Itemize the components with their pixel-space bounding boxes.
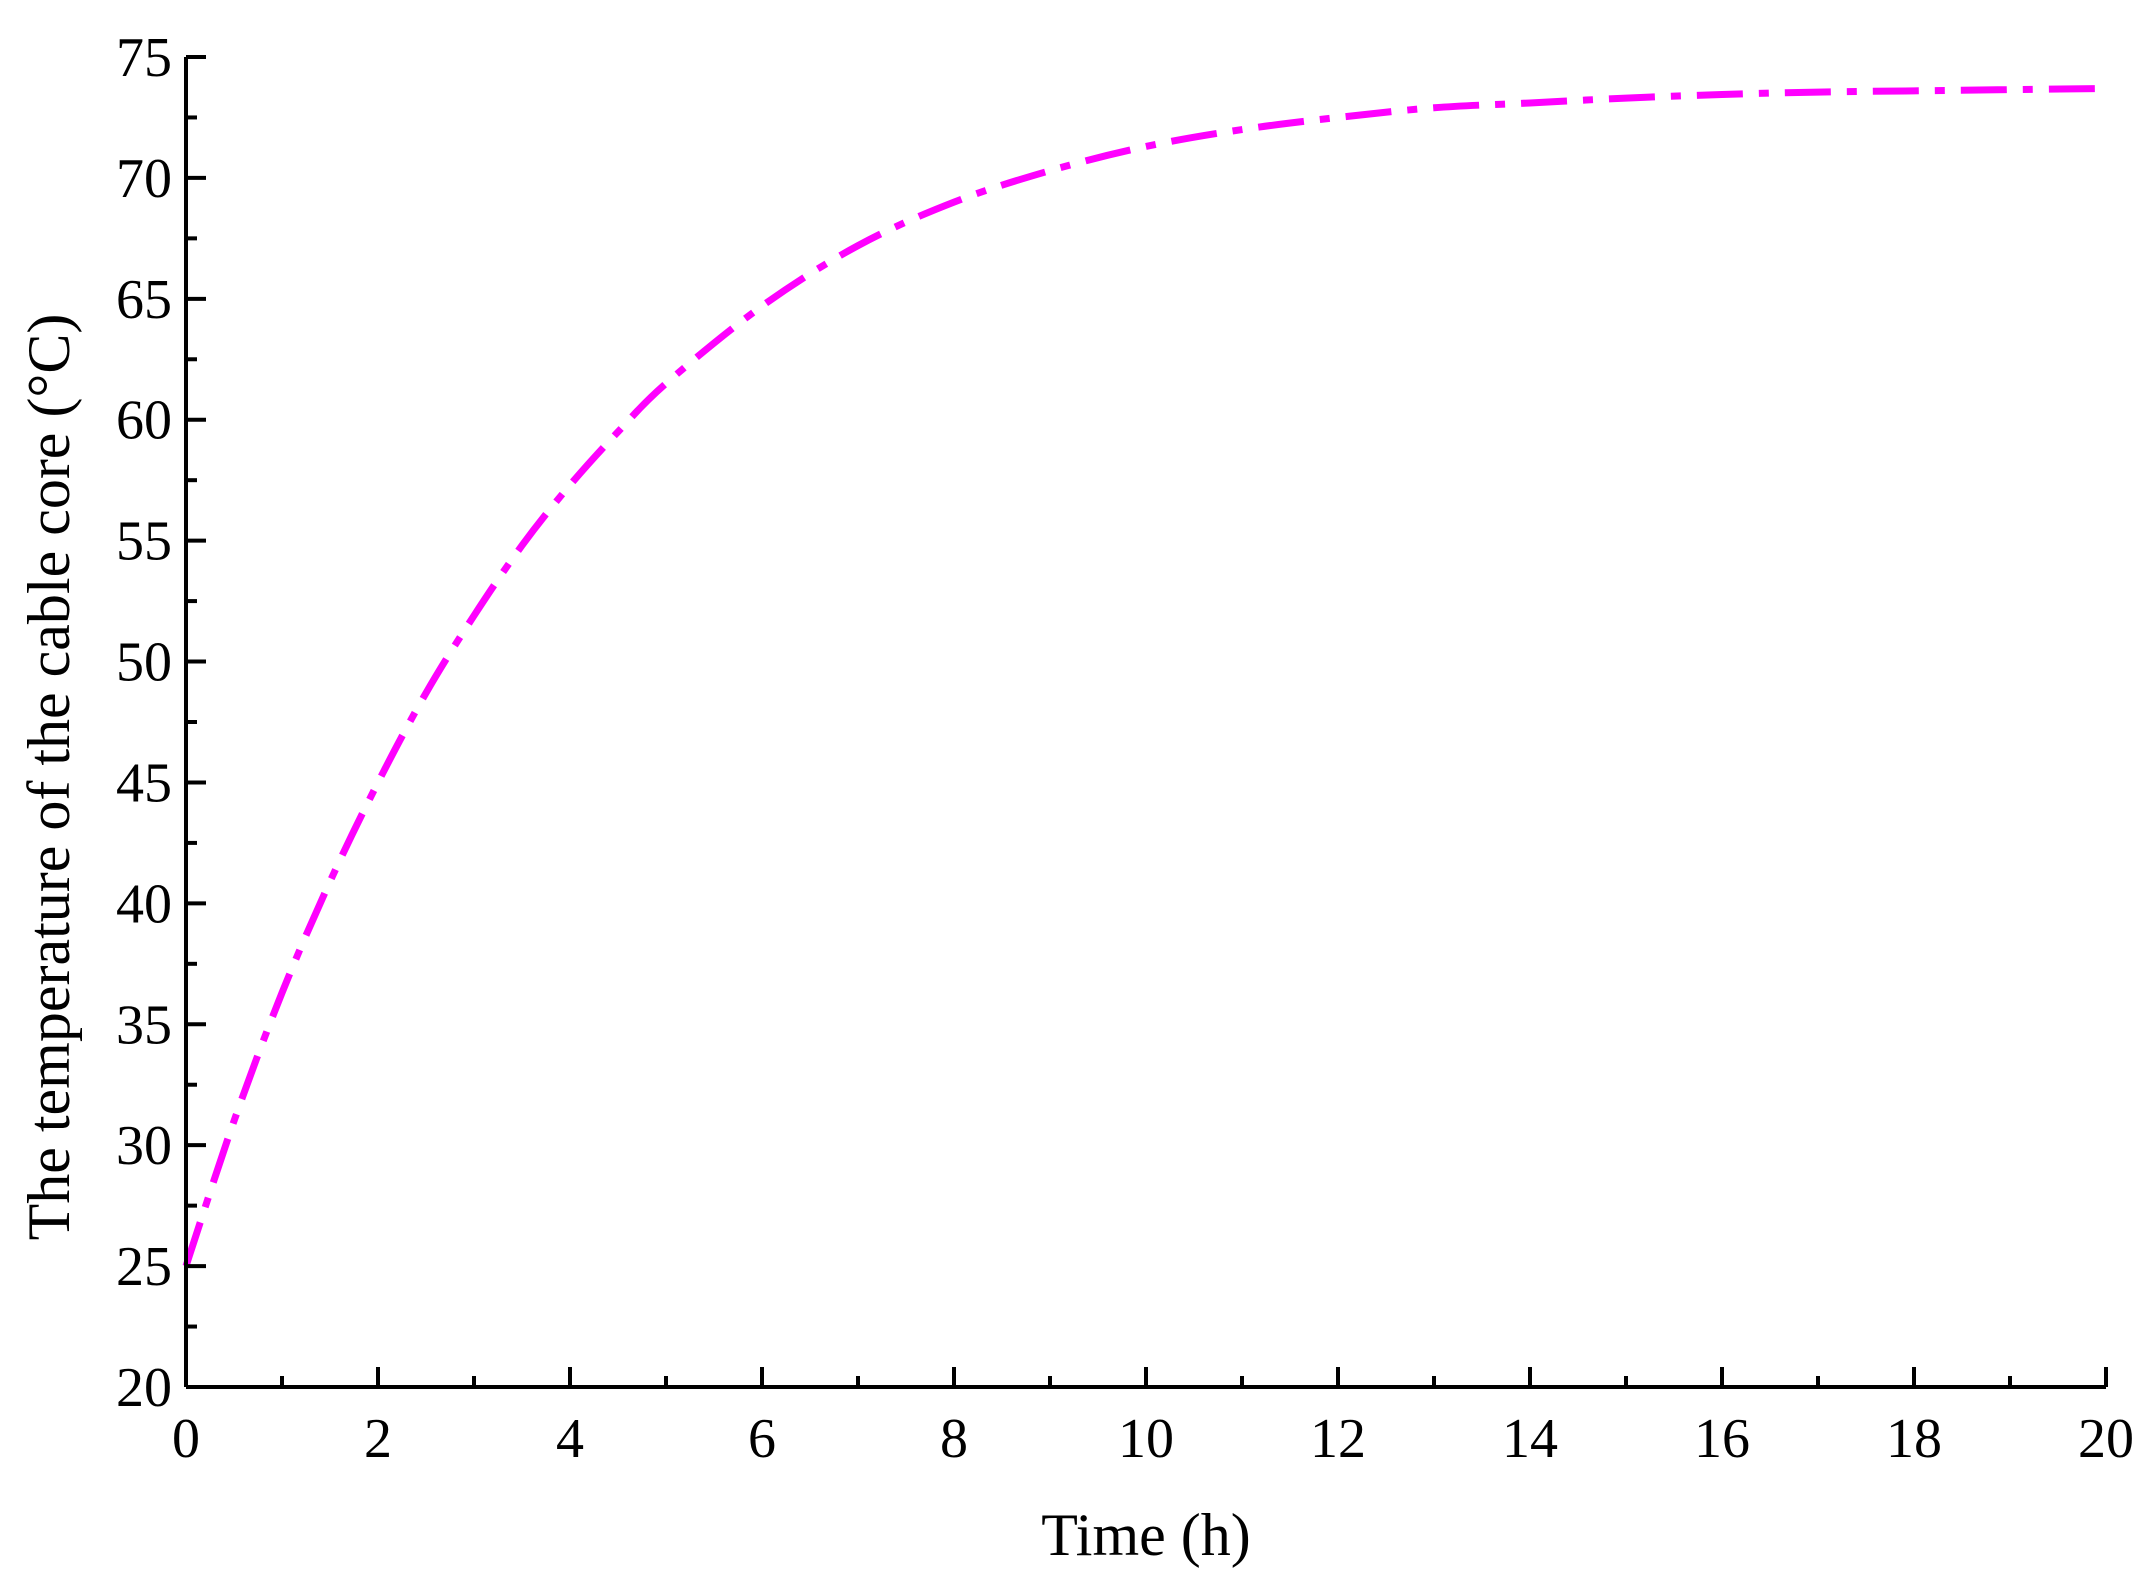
y-tick-label: 50 — [116, 632, 172, 694]
x-axis: 0 2 4 6 8 10 12 14 16 18 20 — [172, 1367, 2134, 1470]
y-tick-label: 30 — [116, 1115, 172, 1177]
x-tick-label: 10 — [1118, 1408, 1174, 1470]
y-tick-label: 25 — [116, 1236, 172, 1298]
y-axis-title: The temperature of the cable core (°C) — [16, 314, 82, 1241]
y-tick-label: 55 — [116, 511, 172, 573]
x-tick-label: 16 — [1694, 1408, 1750, 1470]
x-tick-label: 0 — [172, 1408, 200, 1470]
y-tick-label: 70 — [116, 148, 172, 210]
y-tick-label: 45 — [116, 752, 172, 814]
series-line — [182, 84, 2107, 1268]
y-tick-label: 35 — [116, 994, 172, 1056]
y-tick-label: 20 — [116, 1357, 172, 1419]
x-axis-title: Time (h) — [1041, 1502, 1250, 1568]
y-tick-label: 65 — [116, 269, 172, 331]
x-tick-label: 14 — [1502, 1408, 1558, 1470]
x-tick-label: 18 — [1886, 1408, 1942, 1470]
plot-area — [182, 84, 2107, 1268]
y-axis: 20 25 30 35 40 45 50 55 60 65 70 75 — [116, 27, 206, 1419]
y-tick-label: 60 — [116, 390, 172, 452]
y-tick-label: 40 — [116, 873, 172, 935]
x-tick-label: 4 — [556, 1408, 584, 1470]
x-tick-label: 12 — [1310, 1408, 1366, 1470]
x-tick-label: 2 — [364, 1408, 392, 1470]
x-tick-label: 20 — [2078, 1408, 2134, 1470]
y-tick-label: 75 — [116, 27, 172, 89]
x-tick-label: 8 — [940, 1408, 968, 1470]
x-tick-label: 6 — [748, 1408, 776, 1470]
